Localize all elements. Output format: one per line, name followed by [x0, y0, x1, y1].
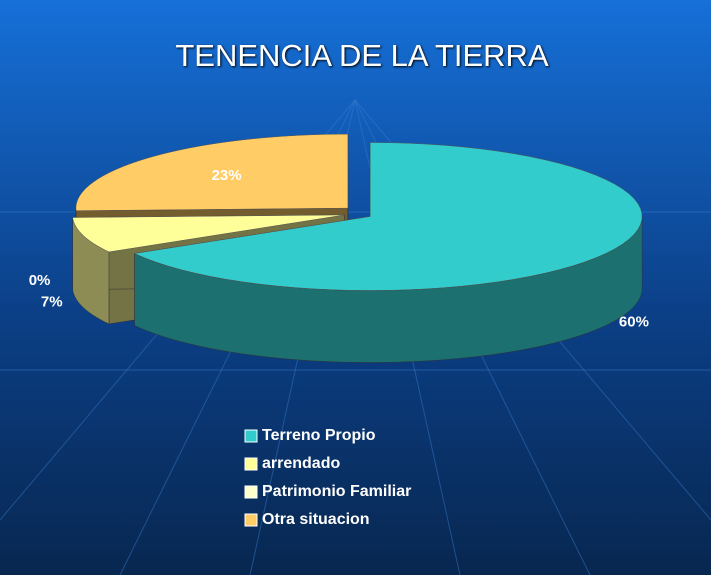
slice: [133, 142, 643, 363]
chart-title: TENENCIA DE LA TIERRA: [175, 38, 549, 73]
data-label: 23%: [212, 167, 242, 184]
legend: Terreno Propio arrendado Patrimonio Famili…: [244, 427, 411, 528]
legend-label: Otra situacion: [262, 511, 370, 528]
legend-label: arrendado: [262, 455, 340, 472]
data-label: 60%: [619, 314, 649, 331]
slice-top: [133, 142, 643, 291]
legend-swatch: [244, 457, 258, 471]
data-label: 7%: [41, 294, 63, 311]
legend-swatch: [244, 513, 258, 527]
slice-top: [72, 214, 345, 253]
legend-swatch: [244, 485, 258, 499]
legend-label: Patrimonio Familiar: [262, 483, 411, 500]
legend-swatch: [244, 429, 258, 443]
pie: [72, 133, 643, 363]
legend-label: Terreno Propio: [262, 427, 376, 444]
data-label: 0%: [29, 272, 51, 289]
data-labels: 60% 7% 0% 23%: [29, 167, 649, 330]
slice-top: [75, 133, 349, 211]
